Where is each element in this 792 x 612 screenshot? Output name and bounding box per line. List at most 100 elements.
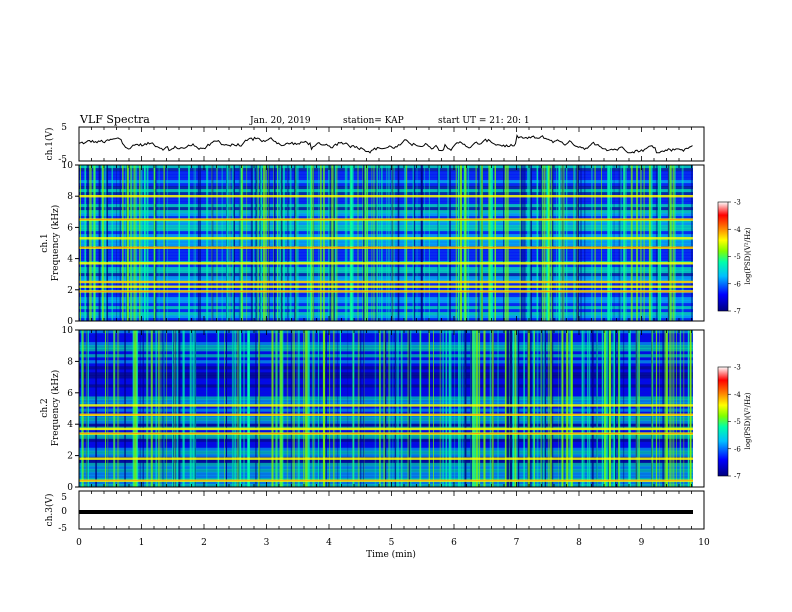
- sferic-line: [250, 165, 252, 321]
- sferic-line: [286, 330, 289, 487]
- ch2-frequency-label: Frequency (kHz): [50, 370, 61, 447]
- sferic-line: [166, 330, 168, 487]
- sferic-line: [640, 165, 642, 321]
- sferic-line: [465, 165, 467, 321]
- sferic-line: [87, 330, 89, 487]
- sferic-line: [194, 165, 197, 321]
- sferic-line: [543, 165, 546, 321]
- sferic-line: [428, 165, 430, 321]
- sferic-line: [206, 165, 209, 321]
- sferic-line: [158, 165, 160, 321]
- spectrogram-texture-row: [79, 180, 693, 184]
- sferic-line: [628, 330, 631, 487]
- sferic-line: [237, 330, 240, 487]
- spectrogram-blank: [693, 330, 704, 487]
- sferic-line: [618, 330, 620, 487]
- sferic-line: [280, 165, 283, 321]
- sferic-line: [618, 165, 621, 321]
- sferic-line: [584, 165, 586, 321]
- sferic-line: [239, 330, 242, 487]
- sferic-line: [271, 330, 274, 487]
- sferic-line: [188, 165, 190, 321]
- sferic-line: [477, 330, 479, 487]
- spectrogram-texture-row: [79, 216, 693, 220]
- sferic-line: [556, 165, 558, 321]
- sferic-line: [143, 165, 145, 321]
- sferic-line: [438, 165, 440, 321]
- sferic-line: [228, 165, 230, 321]
- frequency-band-core: [79, 247, 693, 249]
- sferic-line: [363, 165, 366, 321]
- sferic-line: [297, 165, 299, 321]
- sferic-line: [318, 165, 320, 321]
- time-tick-label: 4: [326, 538, 332, 548]
- sferic-line: [126, 165, 129, 321]
- sferic-line: [400, 330, 403, 487]
- sferic-line: [174, 330, 176, 487]
- frequency-band: [79, 262, 693, 265]
- sferic-line: [532, 330, 535, 487]
- sferic-line: [387, 165, 390, 321]
- sferic-line: [636, 330, 639, 487]
- sferic-line: [290, 330, 292, 487]
- sferic-line: [547, 330, 550, 487]
- ch2-colorbar-tick-label: -6: [734, 445, 741, 453]
- sferic-line: [296, 165, 298, 321]
- sferic-line: [239, 165, 241, 321]
- sferic-line: [106, 165, 108, 321]
- sferic-line: [577, 165, 579, 321]
- time-tick-label: 10: [698, 538, 710, 548]
- sferic-line: [328, 165, 331, 321]
- sferic-line: [193, 165, 195, 321]
- sferic-line: [563, 165, 565, 321]
- spectrogram-texture-row: [79, 297, 693, 301]
- sferic-line: [306, 330, 308, 487]
- ch1-colorbar-label: log(PSD)(V²/Hz): [744, 227, 752, 284]
- ch1-spec-ytick-tick-label: 10: [62, 161, 74, 171]
- sferic-line: [594, 165, 596, 321]
- time-tick-label: 9: [639, 538, 645, 548]
- sferic-line: [292, 330, 295, 487]
- sferic-line: [136, 330, 138, 487]
- sferic-line: [89, 165, 92, 321]
- ch2-spec-ytick-tick-label: 8: [67, 357, 73, 367]
- sferic-line: [312, 165, 314, 321]
- sferic-line: [273, 165, 274, 321]
- ch2-colorbar-scale: [717, 366, 729, 477]
- sferic-line: [623, 165, 626, 321]
- sferic-line: [667, 165, 670, 321]
- ch1-colorbar-tick-label: -4: [734, 226, 741, 234]
- sferic-line: [671, 165, 672, 321]
- sferic-line: [687, 330, 689, 487]
- frequency-band-core: [79, 281, 693, 283]
- sferic-line: [274, 165, 276, 321]
- sferic-line: [490, 165, 493, 321]
- ch3-ytick-bottom: -5: [58, 524, 67, 534]
- sferic-line: [457, 165, 460, 321]
- ch2-spectrogram-image: [79, 330, 704, 488]
- sferic-line: [655, 165, 658, 321]
- sferic-line: [410, 330, 412, 487]
- sferic-line: [491, 330, 494, 487]
- sferic-line: [211, 165, 213, 321]
- sferic-line: [470, 330, 472, 487]
- sferic-line: [102, 165, 104, 321]
- sferic-line: [550, 165, 553, 321]
- sferic-line: [305, 330, 307, 487]
- ch1-spectrogram-panel: 0 2 4 6 8 10 ch.1 Frequency (kHz): [40, 161, 705, 327]
- sferic-line: [105, 330, 106, 487]
- sferic-line: [111, 165, 113, 321]
- sferic-line: [194, 330, 196, 487]
- sferic-line: [603, 330, 605, 487]
- sferic-line: [596, 330, 598, 487]
- sferic-line: [528, 165, 531, 321]
- sferic-line: [319, 165, 322, 321]
- sferic-line: [251, 165, 253, 321]
- sferic-line: [332, 330, 335, 487]
- sferic-line: [238, 165, 241, 321]
- sferic-line: [404, 165, 407, 321]
- sferic-line: [608, 330, 610, 487]
- sferic-line: [157, 330, 160, 487]
- sferic-line: [241, 165, 244, 321]
